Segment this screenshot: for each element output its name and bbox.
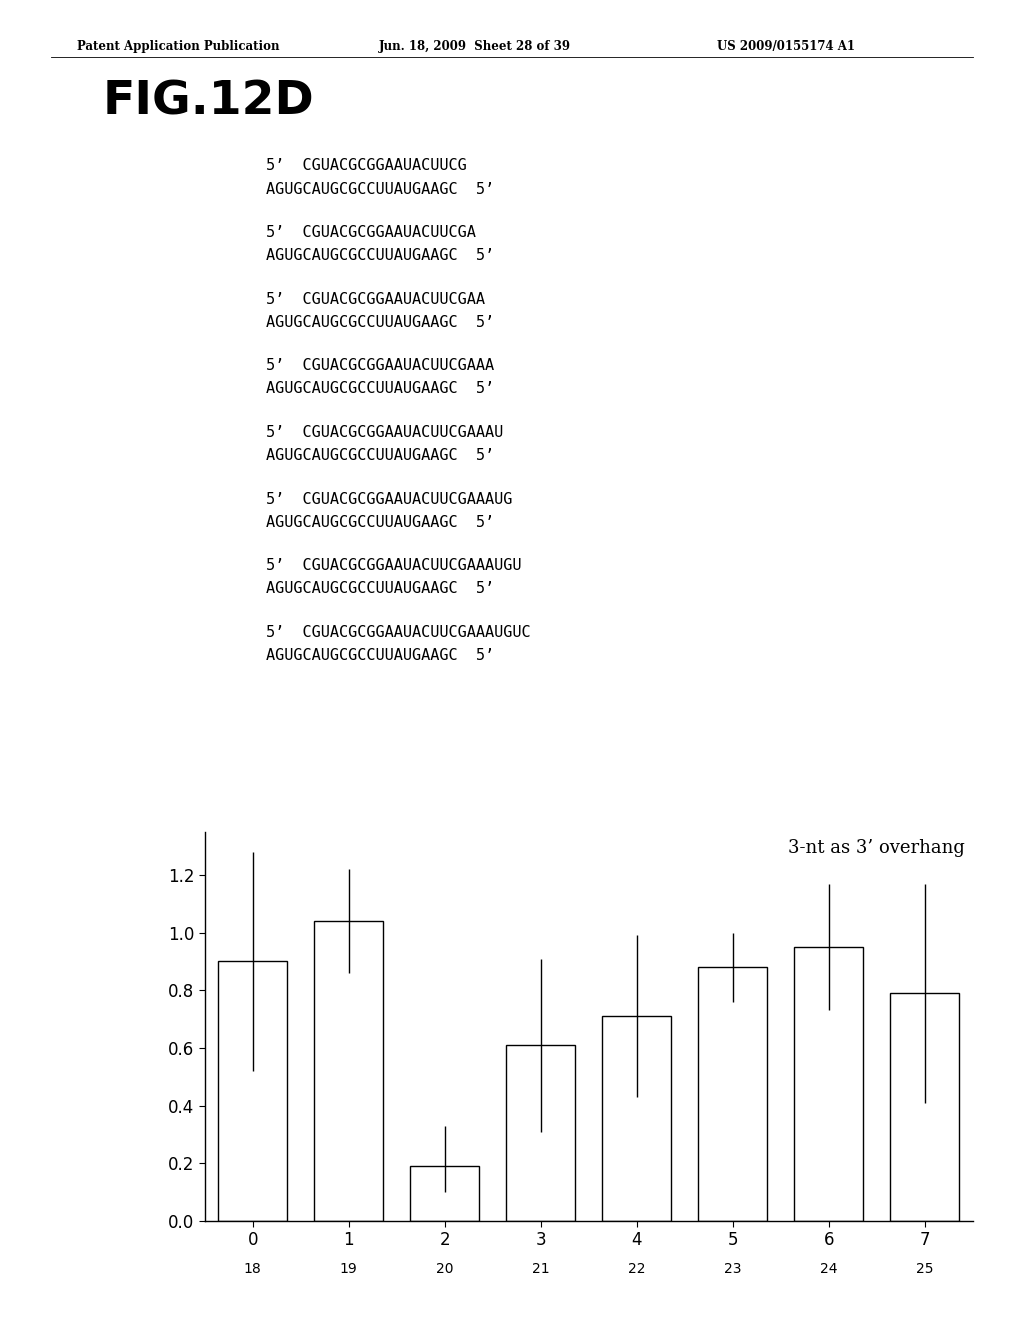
Text: AGUGCAUGCGCCUUAUGAAGC  5’: AGUGCAUGCGCCUUAUGAAGC 5’ <box>266 314 495 330</box>
Text: 5’  CGUACGCGGAAUACUUCGAAAUG: 5’ CGUACGCGGAAUACUUCGAAAUG <box>266 492 513 507</box>
Bar <box>411 1166 479 1221</box>
Text: 5’  CGUACGCGGAAUACUUCGA: 5’ CGUACGCGGAAUACUUCGA <box>266 224 476 240</box>
Text: 5’  CGUACGCGGAAUACUUCGAAAU: 5’ CGUACGCGGAAUACUUCGAAAU <box>266 425 504 440</box>
Text: AGUGCAUGCGCCUUAUGAAGC  5’: AGUGCAUGCGCCUUAUGAAGC 5’ <box>266 381 495 396</box>
Bar <box>890 993 959 1221</box>
Text: US 2009/0155174 A1: US 2009/0155174 A1 <box>717 40 855 53</box>
Text: AGUGCAUGCGCCUUAUGAAGC  5’: AGUGCAUGCGCCUUAUGAAGC 5’ <box>266 449 495 463</box>
Text: AGUGCAUGCGCCUUAUGAAGC  5’: AGUGCAUGCGCCUUAUGAAGC 5’ <box>266 181 495 197</box>
Text: AGUGCAUGCGCCUUAUGAAGC  5’: AGUGCAUGCGCCUUAUGAAGC 5’ <box>266 248 495 263</box>
Text: 5’  CGUACGCGGAAUACUUCG: 5’ CGUACGCGGAAUACUUCG <box>266 158 467 173</box>
Text: Patent Application Publication: Patent Application Publication <box>77 40 280 53</box>
Text: AGUGCAUGCGCCUUAUGAAGC  5’: AGUGCAUGCGCCUUAUGAAGC 5’ <box>266 648 495 663</box>
Text: 5’  CGUACGCGGAAUACUUCGAAAUGU: 5’ CGUACGCGGAAUACUUCGAAAUGU <box>266 558 522 573</box>
Text: 3-nt as 3’ overhang: 3-nt as 3’ overhang <box>788 840 965 858</box>
Text: AGUGCAUGCGCCUUAUGAAGC  5’: AGUGCAUGCGCCUUAUGAAGC 5’ <box>266 581 495 597</box>
Text: Jun. 18, 2009  Sheet 28 of 39: Jun. 18, 2009 Sheet 28 of 39 <box>379 40 571 53</box>
Bar <box>506 1045 575 1221</box>
Bar <box>314 921 383 1221</box>
Bar <box>218 961 288 1221</box>
Text: AGUGCAUGCGCCUUAUGAAGC  5’: AGUGCAUGCGCCUUAUGAAGC 5’ <box>266 515 495 529</box>
Bar <box>698 968 767 1221</box>
Text: 5’  CGUACGCGGAAUACUUCGAA: 5’ CGUACGCGGAAUACUUCGAA <box>266 292 485 306</box>
Bar <box>602 1016 672 1221</box>
Bar <box>795 946 863 1221</box>
Text: 5’  CGUACGCGGAAUACUUCGAAAUGUC: 5’ CGUACGCGGAAUACUUCGAAAUGUC <box>266 626 530 640</box>
Text: FIG.12D: FIG.12D <box>102 79 314 124</box>
Text: 5’  CGUACGCGGAAUACUUCGAAA: 5’ CGUACGCGGAAUACUUCGAAA <box>266 359 495 374</box>
